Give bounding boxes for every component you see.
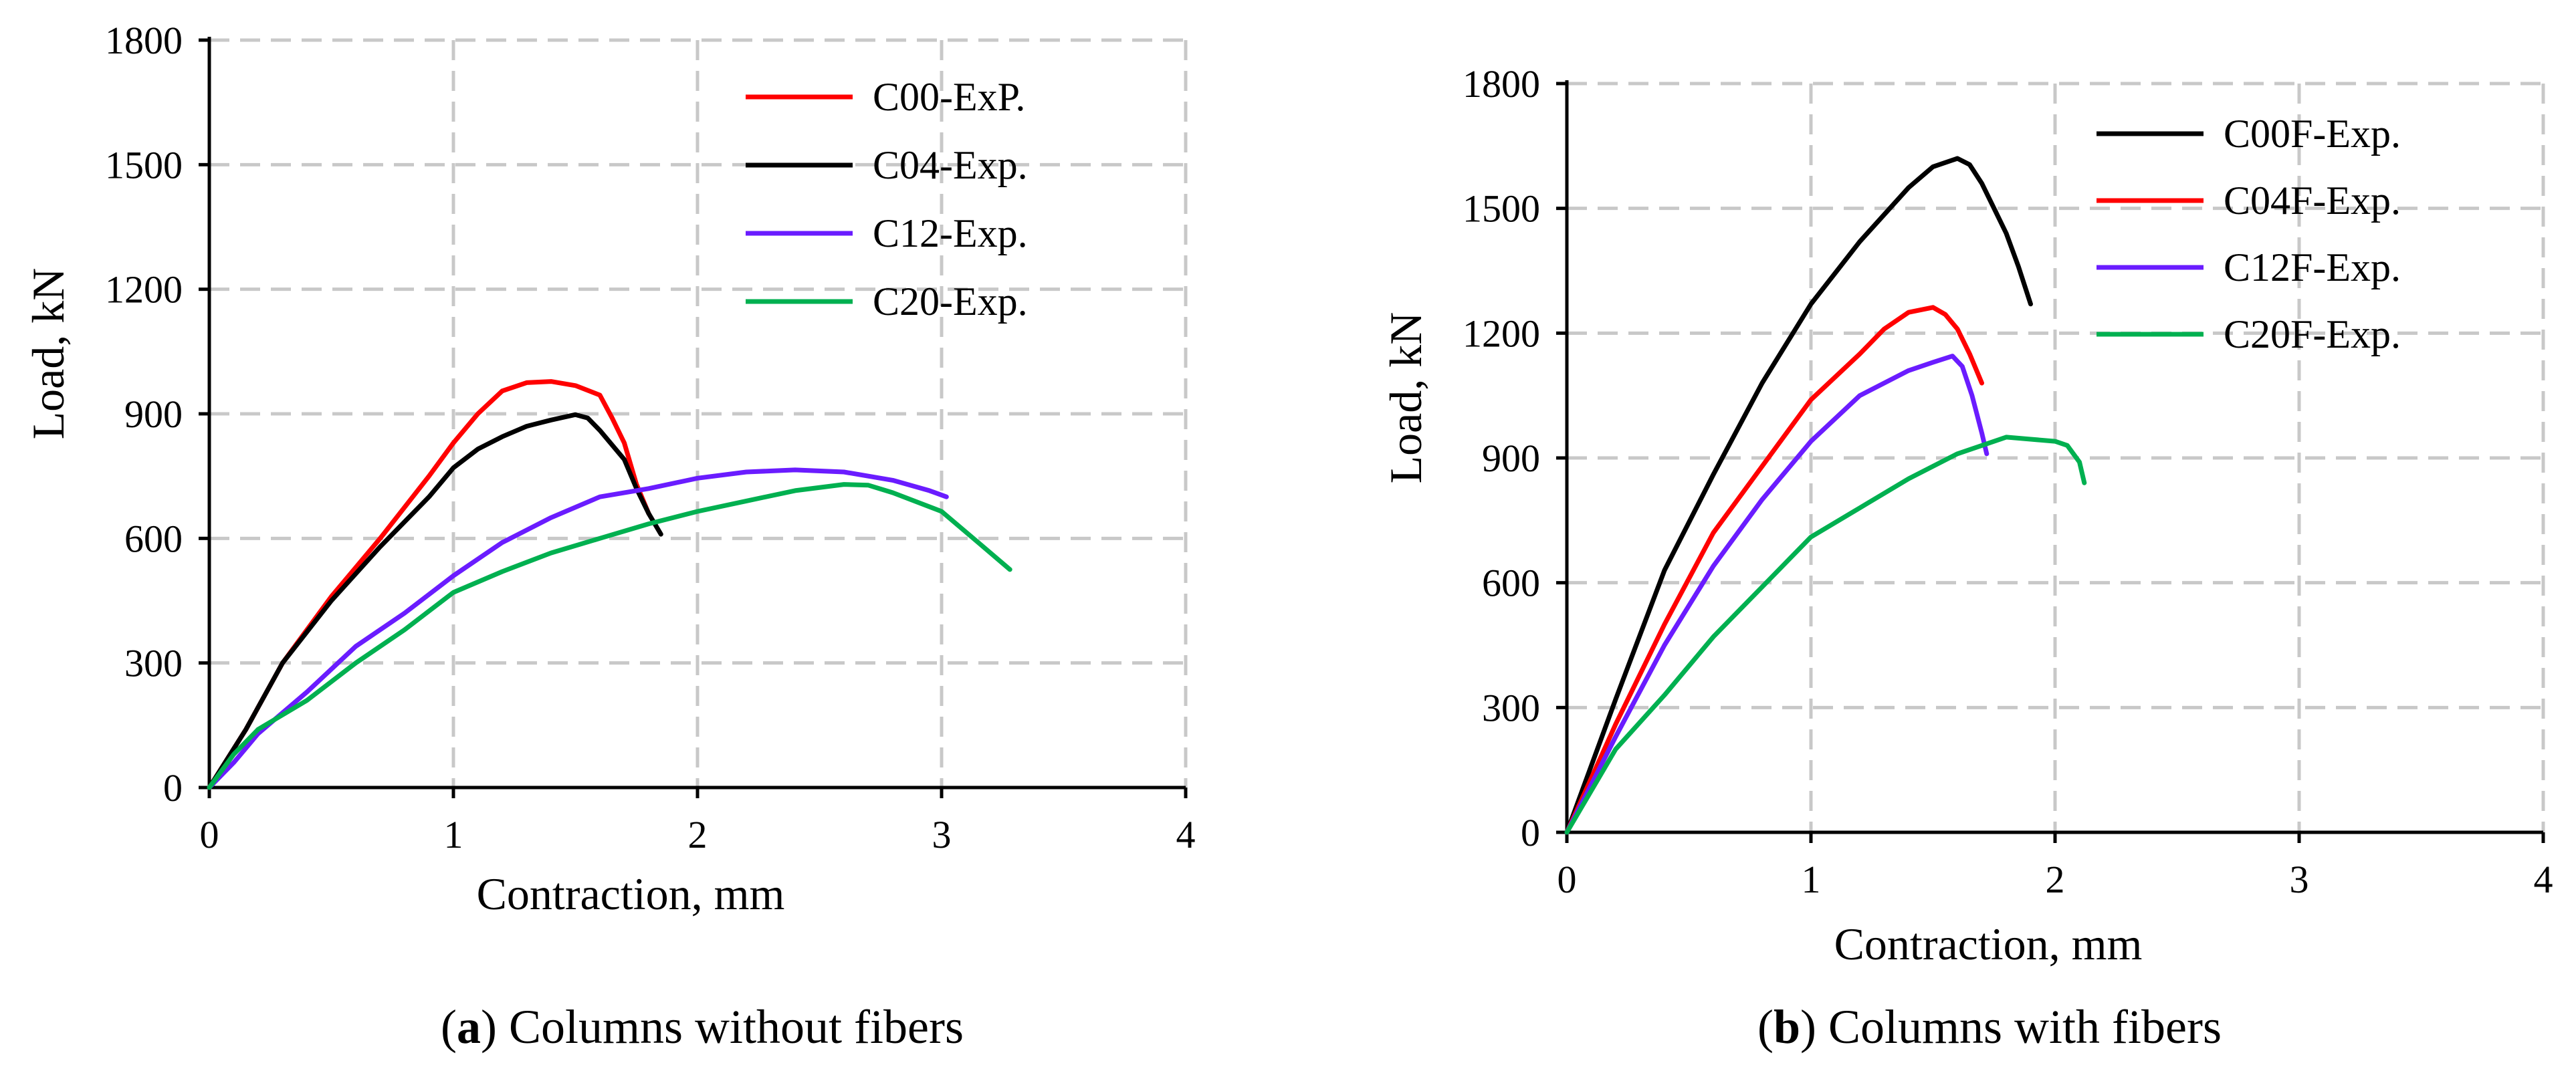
x-tick-label: 1 [1802, 858, 1821, 901]
x-axis-label: Contraction, mm [477, 868, 785, 919]
caption-close-paren: ) [1800, 1000, 1816, 1054]
chart-a: 0 300 600 900 1200 1500 1800 0 1 2 3 4 Contraction, … [23, 19, 1196, 1054]
figure-caption: (b) Columns with fibers [1757, 1000, 2222, 1054]
y-tick-label: 1500 [105, 143, 183, 187]
caption-open-paren: ( [1757, 1000, 1774, 1054]
x-axis-label: Contraction, mm [1834, 919, 2143, 969]
series-line-C00-ExP. [207, 379, 651, 790]
x-tick-label: 3 [2290, 858, 2309, 901]
legend: C00-ExP. C04-Exp. C12-Exp. C20-Exp. [746, 75, 1028, 324]
caption-text: Columns without fibers [497, 1000, 964, 1054]
x-tick-label: 2 [2046, 858, 2065, 901]
y-tick-label: 0 [1521, 811, 1540, 854]
legend-label: C12-Exp. [873, 211, 1028, 255]
legend-label: C12F-Exp. [2224, 245, 2401, 289]
y-axis-label: Load, kN [23, 268, 74, 440]
series-line-C00F-Exp. [1564, 156, 2033, 835]
x-tick-label: 0 [200, 813, 219, 856]
series-line-C04F-Exp. [1564, 305, 1984, 835]
x-tick-label: 4 [1176, 813, 1196, 856]
y-tick-label: 300 [124, 642, 183, 685]
y-tick-label: 1200 [105, 268, 183, 312]
chart-b: 0 300 600 900 1200 1500 1800 0 1 2 3 4 Contraction, … [1380, 62, 2553, 1054]
figure-caption: (a) Columns without fibers [441, 1000, 964, 1054]
legend-label: C04-Exp. [873, 143, 1028, 187]
series-line-C20F-Exp. [1564, 435, 2087, 835]
legend: C00F-Exp. C04F-Exp. C12F-Exp. C20F-Exp. [2097, 112, 2401, 356]
series-line-C12-Exp. [207, 467, 949, 790]
x-tick-label: 1 [444, 813, 463, 856]
y-tick-label: 1800 [1463, 62, 1540, 106]
y-tick-label: 1500 [1463, 187, 1540, 231]
x-tick-label: 4 [2534, 858, 2553, 901]
legend-label: C00-ExP. [873, 75, 1025, 119]
caption-letter: b [1774, 1000, 1800, 1054]
x-tick-label: 2 [688, 813, 708, 856]
y-tick-label: 1800 [105, 19, 183, 62]
caption-close-paren: ) [481, 1000, 497, 1054]
y-tick-label: 600 [124, 517, 183, 560]
caption-text: Columns with fibers [1816, 1000, 2222, 1054]
x-tick-label: 0 [1558, 858, 1577, 901]
y-tick-label: 900 [124, 392, 183, 436]
y-tick-label: 0 [163, 766, 183, 810]
legend-label: C20F-Exp. [2224, 312, 2401, 356]
legend-label: C04F-Exp. [2224, 178, 2401, 223]
x-tick-label: 3 [932, 813, 952, 856]
y-tick-label: 600 [1482, 562, 1540, 605]
y-tick-label: 300 [1482, 686, 1540, 729]
caption-letter: a [457, 1000, 481, 1054]
y-tick-label: 1200 [1463, 312, 1540, 355]
y-tick-label: 900 [1482, 437, 1540, 480]
series-line-C20-Exp. [207, 482, 1012, 790]
y-axis-label: Load, kN [1380, 312, 1431, 484]
series-line-C12F-Exp. [1564, 354, 1990, 835]
caption-open-paren: ( [441, 1000, 457, 1054]
legend-label: C20-Exp. [873, 279, 1028, 324]
series-line-C04-Exp. [207, 412, 663, 790]
legend-label: C00F-Exp. [2224, 112, 2401, 156]
